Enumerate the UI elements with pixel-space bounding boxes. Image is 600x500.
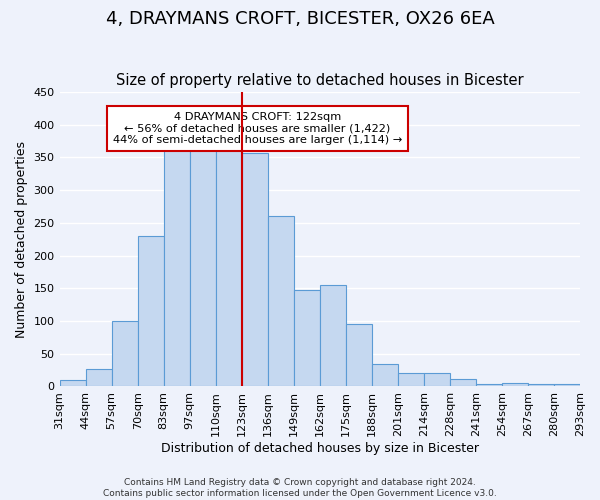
Bar	[398, 372, 424, 386]
Title: Size of property relative to detached houses in Bicester: Size of property relative to detached ho…	[116, 73, 524, 88]
Bar	[320, 285, 346, 386]
Text: Contains HM Land Registry data © Crown copyright and database right 2024.
Contai: Contains HM Land Registry data © Crown c…	[103, 478, 497, 498]
Bar	[450, 380, 476, 386]
Bar	[502, 382, 528, 386]
Bar	[242, 153, 268, 386]
Bar	[372, 364, 398, 386]
Bar	[528, 384, 554, 386]
Text: 4, DRAYMANS CROFT, BICESTER, OX26 6EA: 4, DRAYMANS CROFT, BICESTER, OX26 6EA	[106, 10, 494, 28]
Bar	[190, 144, 215, 386]
Bar	[554, 384, 580, 386]
Bar	[294, 290, 320, 386]
Text: 4 DRAYMANS CROFT: 122sqm
← 56% of detached houses are smaller (1,422)
44% of sem: 4 DRAYMANS CROFT: 122sqm ← 56% of detach…	[113, 112, 402, 146]
Bar	[59, 380, 86, 386]
Bar	[164, 148, 190, 386]
Bar	[112, 321, 137, 386]
Y-axis label: Number of detached properties: Number of detached properties	[15, 140, 28, 338]
Bar	[346, 324, 372, 386]
Bar	[476, 384, 502, 386]
Bar	[215, 141, 242, 386]
Bar	[86, 370, 112, 386]
Bar	[268, 216, 294, 386]
Bar	[137, 236, 164, 386]
Bar	[424, 372, 450, 386]
X-axis label: Distribution of detached houses by size in Bicester: Distribution of detached houses by size …	[161, 442, 479, 455]
